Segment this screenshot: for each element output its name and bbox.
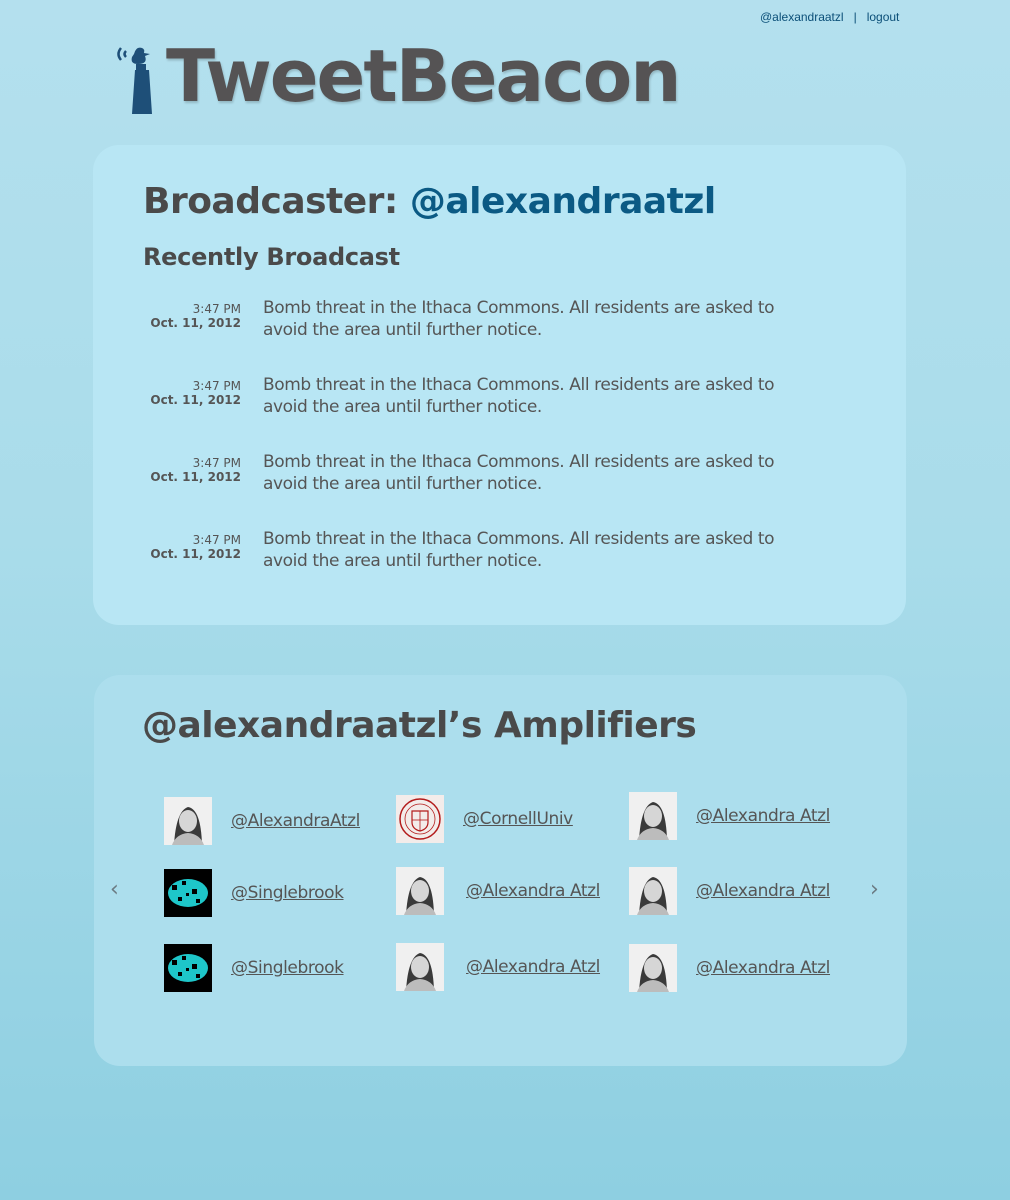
amplifier-item[interactable]: @Alexandra Atzl [629,944,830,992]
amplifier-item[interactable]: @Alexandra Atzl [629,792,830,840]
amplifier-item[interactable]: @CornellUniv [396,795,573,843]
amplifier-name[interactable]: @Singlebrook [231,883,344,903]
broadcast-date: Oct. 11, 2012 [150,470,241,484]
amplifiers-panel: @alexandraatzl’s Amplifiers ‹ › @Alexand… [94,675,907,1066]
amplifier-name[interactable]: @Alexandra Atzl [696,881,831,901]
broadcast-item: 3:47 PM Oct. 11, 2012 Bomb threat in the… [143,528,843,605]
avatar [629,792,677,840]
broadcast-timestamp: 3:47 PM Oct. 11, 2012 [143,456,241,484]
chevron-right-icon[interactable]: › [870,877,879,902]
nav-separator: | [853,10,857,24]
broadcast-timestamp: 3:47 PM Oct. 11, 2012 [143,533,241,561]
avatar [629,867,677,915]
broadcast-panel: Broadcaster: @alexandraatzl Recently Bro… [93,145,906,625]
avatar [396,867,444,915]
broadcast-text: Bomb threat in the Ithaca Commons. All r… [263,375,775,417]
singlebrook-logo [164,944,212,992]
broadcast-time: 3:47 PM [192,533,241,547]
cornell-seal [396,795,444,843]
broadcast-date: Oct. 11, 2012 [150,547,241,561]
recently-broadcast-title: Recently Broadcast [143,243,400,271]
amplifier-item[interactable]: @Alexandra Atzl [396,867,600,915]
amplifier-name[interactable]: @CornellUniv [463,809,573,829]
amplifiers-title: @alexandraatzl’s Amplifiers [142,705,697,746]
broadcast-item: 3:47 PM Oct. 11, 2012 Bomb threat in the… [143,451,843,528]
beacon-bird-icon [117,47,152,114]
broadcast-time: 3:47 PM [192,379,241,393]
logo[interactable]: TweetBeacon [112,34,681,118]
broadcast-timestamp: 3:47 PM Oct. 11, 2012 [143,302,241,330]
amplifier-name[interactable]: @Alexandra Atzl [696,958,831,978]
logo-text: TweetBeacon [166,34,681,118]
broadcast-item: 3:47 PM Oct. 11, 2012 Bomb threat in the… [143,297,843,374]
amplifier-name[interactable]: @Alexandra Atzl [466,881,601,901]
broadcast-text: Bomb threat in the Ithaca Commons. All r… [263,298,775,340]
broadcast-date: Oct. 11, 2012 [150,316,241,330]
amplifier-name[interactable]: @Alexandra Atzl [466,957,601,977]
broadcaster-handle[interactable]: @alexandraatzl [409,181,716,222]
amplifier-name[interactable]: @Alexandra Atzl [696,806,831,826]
amplifier-item[interactable]: @Singlebrook [164,869,344,917]
amplifier-item[interactable]: @Alexandra Atzl [396,943,600,991]
avatar [396,943,444,991]
singlebrook-logo [164,869,212,917]
user-link[interactable]: @alexandraatzl [760,10,844,24]
broadcast-list: 3:47 PM Oct. 11, 2012 Bomb threat in the… [143,297,843,605]
broadcast-text: Bomb threat in the Ithaca Commons. All r… [263,529,775,571]
top-nav: @alexandraatzl | logout [760,10,899,24]
amplifier-item[interactable]: @Alexandra Atzl [629,867,830,915]
broadcast-item: 3:47 PM Oct. 11, 2012 Bomb threat in the… [143,374,843,451]
broadcast-time: 3:47 PM [192,302,241,316]
broadcaster-label: Broadcaster: [143,181,410,222]
broadcast-timestamp: 3:47 PM Oct. 11, 2012 [143,379,241,407]
logout-link[interactable]: logout [866,10,900,24]
avatar [629,944,677,992]
amplifiers-grid: @AlexandraAtzl @CornellUniv @Alexandra A… [163,792,843,1002]
amplifier-name[interactable]: @Singlebrook [231,958,344,978]
broadcaster-heading: Broadcaster: @alexandraatzl [143,181,716,222]
broadcast-text: Bomb threat in the Ithaca Commons. All r… [263,452,775,494]
avatar [164,797,212,845]
chevron-left-icon[interactable]: ‹ [110,877,119,902]
amplifier-name[interactable]: @AlexandraAtzl [231,811,361,831]
broadcast-date: Oct. 11, 2012 [150,393,241,407]
broadcast-time: 3:47 PM [192,456,241,470]
amplifier-item[interactable]: @Singlebrook [164,944,344,992]
amplifier-item[interactable]: @AlexandraAtzl [164,797,360,845]
